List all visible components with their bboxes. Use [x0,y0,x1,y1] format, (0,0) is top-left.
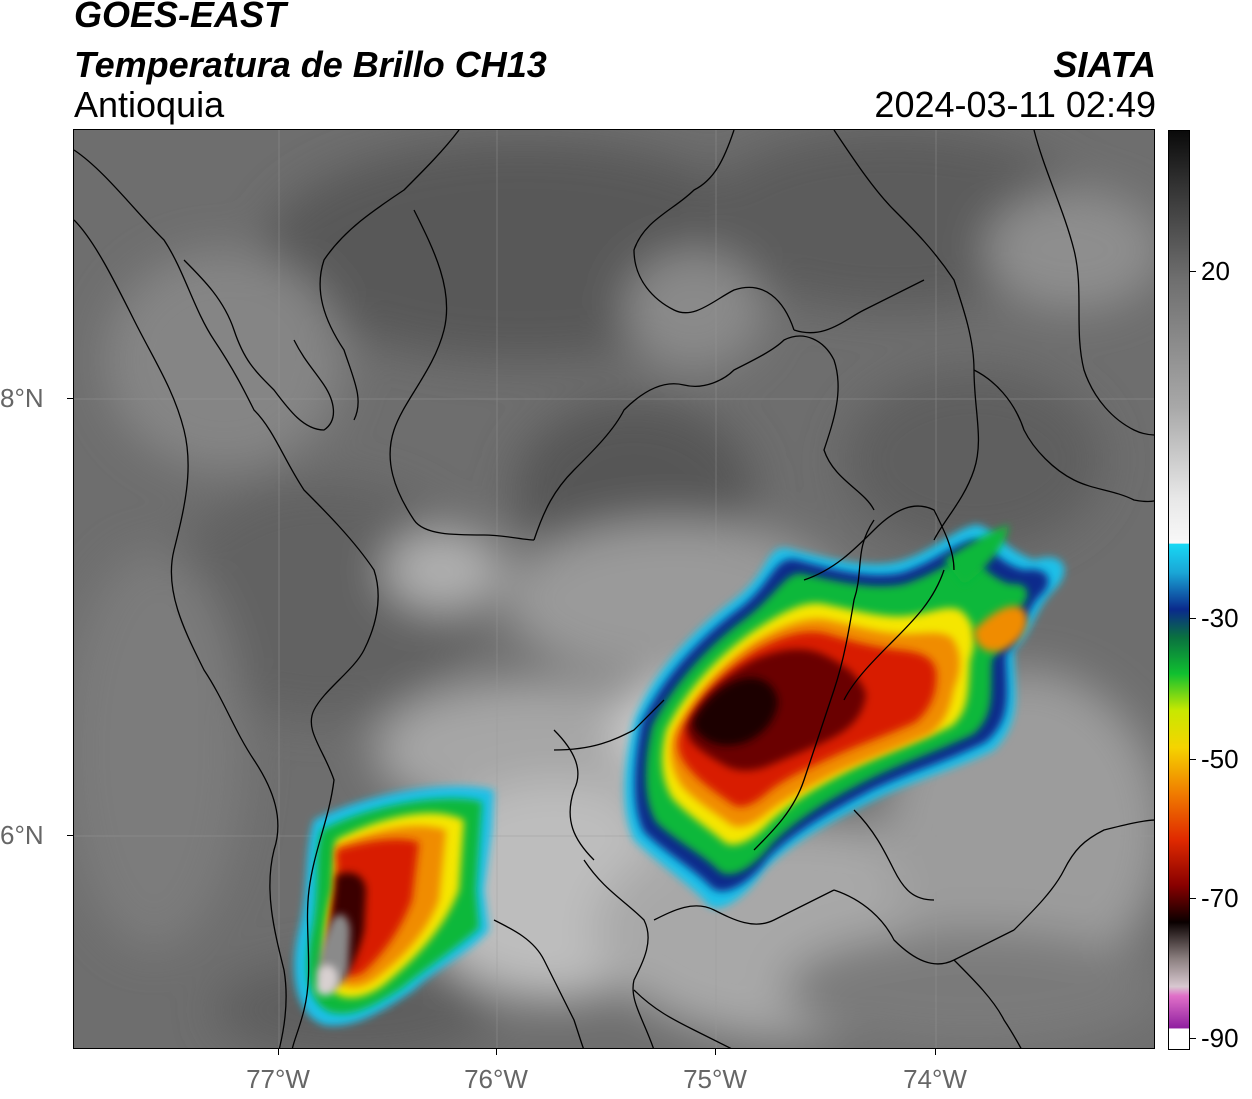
colorbar-label: 20 [1201,256,1230,286]
product-title: Temperatura de Brillo CH13 [74,44,547,85]
x-axis-label: 76°W [464,1064,528,1094]
x-axis-tick [935,1049,936,1055]
y-axis-label: 8°N [0,383,44,413]
y-axis-tick [67,398,73,399]
colorbar-label: -30 [1201,603,1239,633]
colorbar-tick [1190,1038,1196,1039]
colorbar-label: -90 [1201,1023,1239,1053]
colorbar [1168,130,1190,1050]
x-axis-label: 77°W [246,1064,310,1094]
satellite-map [73,129,1155,1049]
brand-label: SIATA [1053,44,1156,85]
x-axis-tick [715,1049,716,1055]
colorbar-tick [1190,898,1196,899]
colorbar-tick [1190,759,1196,760]
colorbar-label: -70 [1201,883,1239,913]
x-axis-tick [496,1049,497,1055]
colorbar-tick [1190,618,1196,619]
y-axis-label: 6°N [0,820,44,850]
storm-cell-west [294,786,494,1026]
satellite-title: GOES-EAST [74,0,287,35]
storm-cell-east [624,524,1065,909]
colorbar-label: -50 [1201,744,1239,774]
y-axis-tick [67,835,73,836]
datetime-label: 2024-03-11 02:49 [874,84,1156,125]
x-axis-label: 74°W [903,1064,967,1094]
x-axis-tick [278,1049,279,1055]
colorbar-tick [1190,271,1196,272]
boundary-lines [74,130,1154,1048]
x-axis-label: 75°W [683,1064,747,1094]
region-label: Antioquia [74,84,225,125]
